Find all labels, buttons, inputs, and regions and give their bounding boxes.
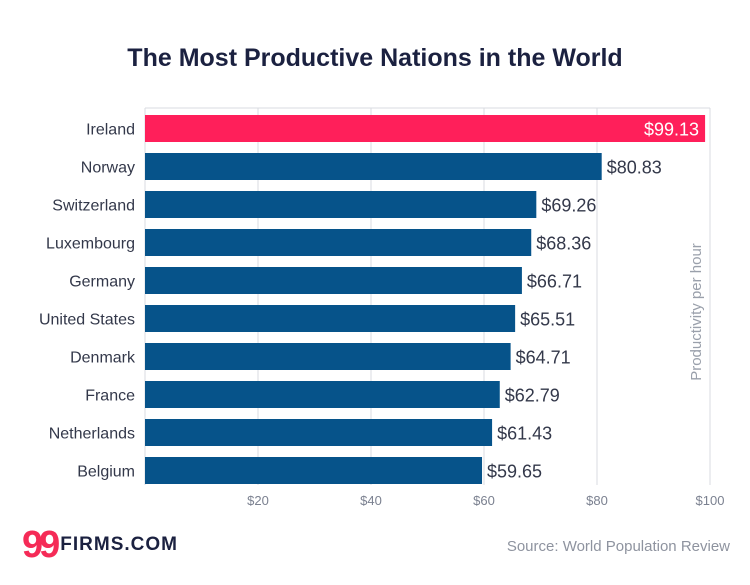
- category-label: Luxembourg: [46, 236, 135, 253]
- value-label: $69.26: [541, 196, 596, 216]
- category-label: Norway: [81, 160, 135, 177]
- value-label: $59.65: [487, 462, 542, 482]
- bar-france: [145, 381, 500, 408]
- x-tick-label: $100: [696, 493, 725, 508]
- chart-title: The Most Productive Nations in the World: [127, 44, 623, 72]
- category-label: Netherlands: [49, 426, 135, 443]
- bar-united-states: [145, 305, 516, 332]
- bar-luxembourg: [145, 229, 532, 256]
- category-label: Germany: [69, 274, 135, 291]
- value-label: $64.71: [516, 348, 571, 368]
- bar-ireland: [145, 115, 706, 142]
- category-label: France: [85, 388, 135, 405]
- value-label: $99.13: [644, 120, 699, 140]
- bar-denmark: [145, 343, 511, 370]
- category-label: Switzerland: [52, 198, 135, 215]
- bar-switzerland: [145, 191, 537, 218]
- x-tick-label: $20: [247, 493, 269, 508]
- source-note: Source: World Population Review: [506, 538, 730, 555]
- labels: Ireland $99.13 Norway $80.83 Switzerland $69.…: [39, 120, 699, 482]
- brand-logo: 99 FIRMS.COM: [22, 526, 178, 564]
- value-label: $80.83: [607, 158, 662, 178]
- x-axis-ticks: $20 $40 $60 $80 $100: [247, 493, 724, 508]
- value-label: $65.51: [520, 310, 575, 330]
- logo-text: FIRMS.COM: [60, 534, 178, 555]
- bar-germany: [145, 267, 522, 294]
- y-axis-title: Productivity per hour: [688, 243, 705, 381]
- logo-mark: 99: [22, 524, 60, 566]
- x-tick-label: $40: [360, 493, 382, 508]
- value-label: $61.43: [497, 424, 552, 444]
- category-label: Belgium: [77, 464, 135, 481]
- bar-norway: [145, 153, 602, 180]
- bar-netherlands: [145, 419, 493, 446]
- x-tick-label: $60: [473, 493, 495, 508]
- category-label: United States: [39, 312, 135, 329]
- category-label: Denmark: [70, 350, 136, 367]
- x-tick-label: $80: [586, 493, 608, 508]
- category-label: Ireland: [86, 122, 135, 139]
- value-label: $66.71: [527, 272, 582, 292]
- bars: [145, 115, 706, 484]
- bar-belgium: [145, 457, 483, 484]
- value-label: $68.36: [536, 234, 591, 254]
- value-label: $62.79: [505, 386, 560, 406]
